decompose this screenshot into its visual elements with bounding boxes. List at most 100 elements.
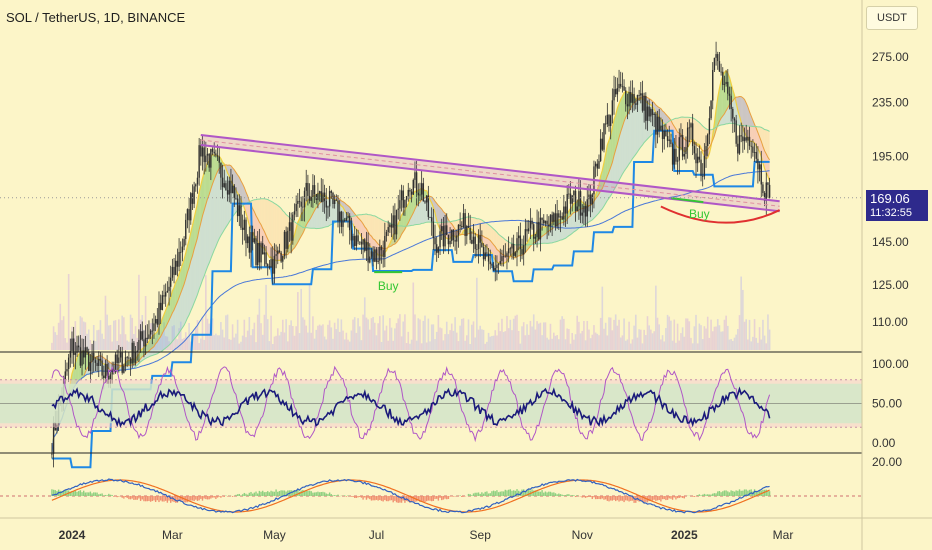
baseline-step-line — [51, 129, 770, 469]
volume-bar — [737, 328, 739, 350]
volume-bar — [94, 341, 97, 350]
candle-body — [83, 350, 85, 358]
candle-body — [462, 213, 465, 228]
macd-histogram-bar — [533, 490, 535, 496]
macd-histogram-bar — [737, 490, 739, 496]
candle-body — [452, 229, 455, 241]
cloud-segment — [598, 190, 601, 213]
candle-body — [417, 192, 419, 196]
macd-histogram-bar — [278, 491, 281, 496]
candle-body — [211, 149, 214, 152]
cloud-segment — [170, 312, 173, 344]
cloud-segment — [615, 108, 618, 150]
macd-histogram-bar — [139, 496, 142, 501]
macd-histogram-bar — [506, 490, 508, 496]
candle-body — [374, 249, 376, 262]
cloud-segment — [565, 219, 568, 239]
cloud-segment — [179, 269, 181, 298]
candle-body — [640, 93, 642, 96]
cloud-segment — [155, 331, 158, 344]
volume-bar — [335, 329, 338, 350]
candle-body — [333, 199, 336, 204]
cloud-segment — [501, 236, 504, 255]
cloud-segment — [600, 188, 603, 211]
candle-body — [251, 232, 254, 243]
macd-histogram-bar — [206, 496, 209, 500]
macd-histogram-bar — [489, 493, 491, 496]
cloud-segment — [311, 213, 313, 229]
candle-body — [623, 86, 625, 91]
candle-body — [208, 153, 210, 168]
macd-histogram-bar — [474, 492, 476, 496]
macd-histogram-bar — [494, 491, 496, 496]
candle-body — [283, 231, 286, 257]
volume-bar — [109, 324, 112, 350]
volume-bar — [410, 339, 413, 350]
volume-bar — [517, 330, 520, 350]
volume-bar — [738, 315, 741, 350]
volume-bar — [579, 333, 582, 350]
volume-bar — [593, 325, 595, 350]
cloud-segment — [603, 180, 606, 207]
cloud-segment — [620, 96, 623, 132]
candle-body — [332, 192, 334, 204]
volume-bar — [89, 339, 92, 350]
cloud-segment — [189, 232, 191, 268]
macd-histogram-bar — [703, 493, 706, 496]
volume-bar — [710, 319, 712, 350]
macd-histogram-bar — [208, 496, 210, 500]
cloud-segment — [406, 203, 409, 226]
candle-body — [768, 184, 771, 198]
cloud-segment — [612, 155, 615, 193]
volume-bar — [313, 338, 316, 350]
cloud-segment — [77, 354, 79, 383]
cloud-segment — [614, 149, 616, 190]
volume-bar — [678, 340, 681, 350]
candle-body — [349, 215, 351, 231]
volume-bar — [616, 325, 619, 350]
cloud-segment — [204, 204, 206, 276]
volume-bar — [655, 285, 657, 350]
macd-histogram-bar — [641, 496, 644, 502]
volume-bar — [571, 333, 574, 350]
osc-tick-label: 100.00 — [872, 357, 909, 371]
candle-body — [651, 109, 654, 115]
candle-body — [509, 248, 512, 250]
macd-histogram-bar — [594, 496, 597, 500]
volume-bar — [457, 341, 460, 350]
macd-histogram-bar — [526, 489, 528, 496]
candle-body — [471, 239, 473, 244]
volume-bar — [603, 328, 605, 350]
macd-histogram-bar — [492, 490, 495, 496]
candle-body — [126, 357, 128, 359]
volume-bar — [599, 317, 602, 350]
candle-body — [589, 194, 592, 205]
candle-body — [665, 130, 667, 137]
price-tick-label: 110.00 — [872, 315, 908, 329]
cloud-segment — [726, 107, 728, 124]
macd-histogram-bar — [141, 496, 143, 500]
macd-histogram-bar — [710, 494, 712, 496]
macd-histogram-bar — [64, 489, 67, 496]
macd-histogram-bar — [563, 495, 565, 496]
candle-body — [180, 251, 182, 253]
currency-button[interactable]: USDT — [866, 6, 918, 30]
volume-bar — [193, 334, 195, 350]
cloud-segment — [481, 220, 484, 237]
macd-histogram-bar — [158, 496, 160, 503]
volume-bar — [64, 338, 67, 350]
macd-histogram-bar — [708, 494, 711, 496]
volume-bar — [176, 339, 179, 350]
candle-body — [486, 252, 488, 254]
volume-bar — [427, 318, 430, 350]
macd-histogram-bar — [425, 496, 428, 502]
macd-histogram-bar — [193, 496, 195, 502]
cloud-segment — [414, 191, 417, 209]
volume-bar — [462, 318, 465, 350]
cloud-segment — [212, 179, 215, 255]
macd-histogram-bar — [476, 492, 478, 496]
volume-bar — [156, 319, 159, 350]
cloud-segment — [153, 333, 156, 347]
candle-body — [415, 172, 418, 193]
